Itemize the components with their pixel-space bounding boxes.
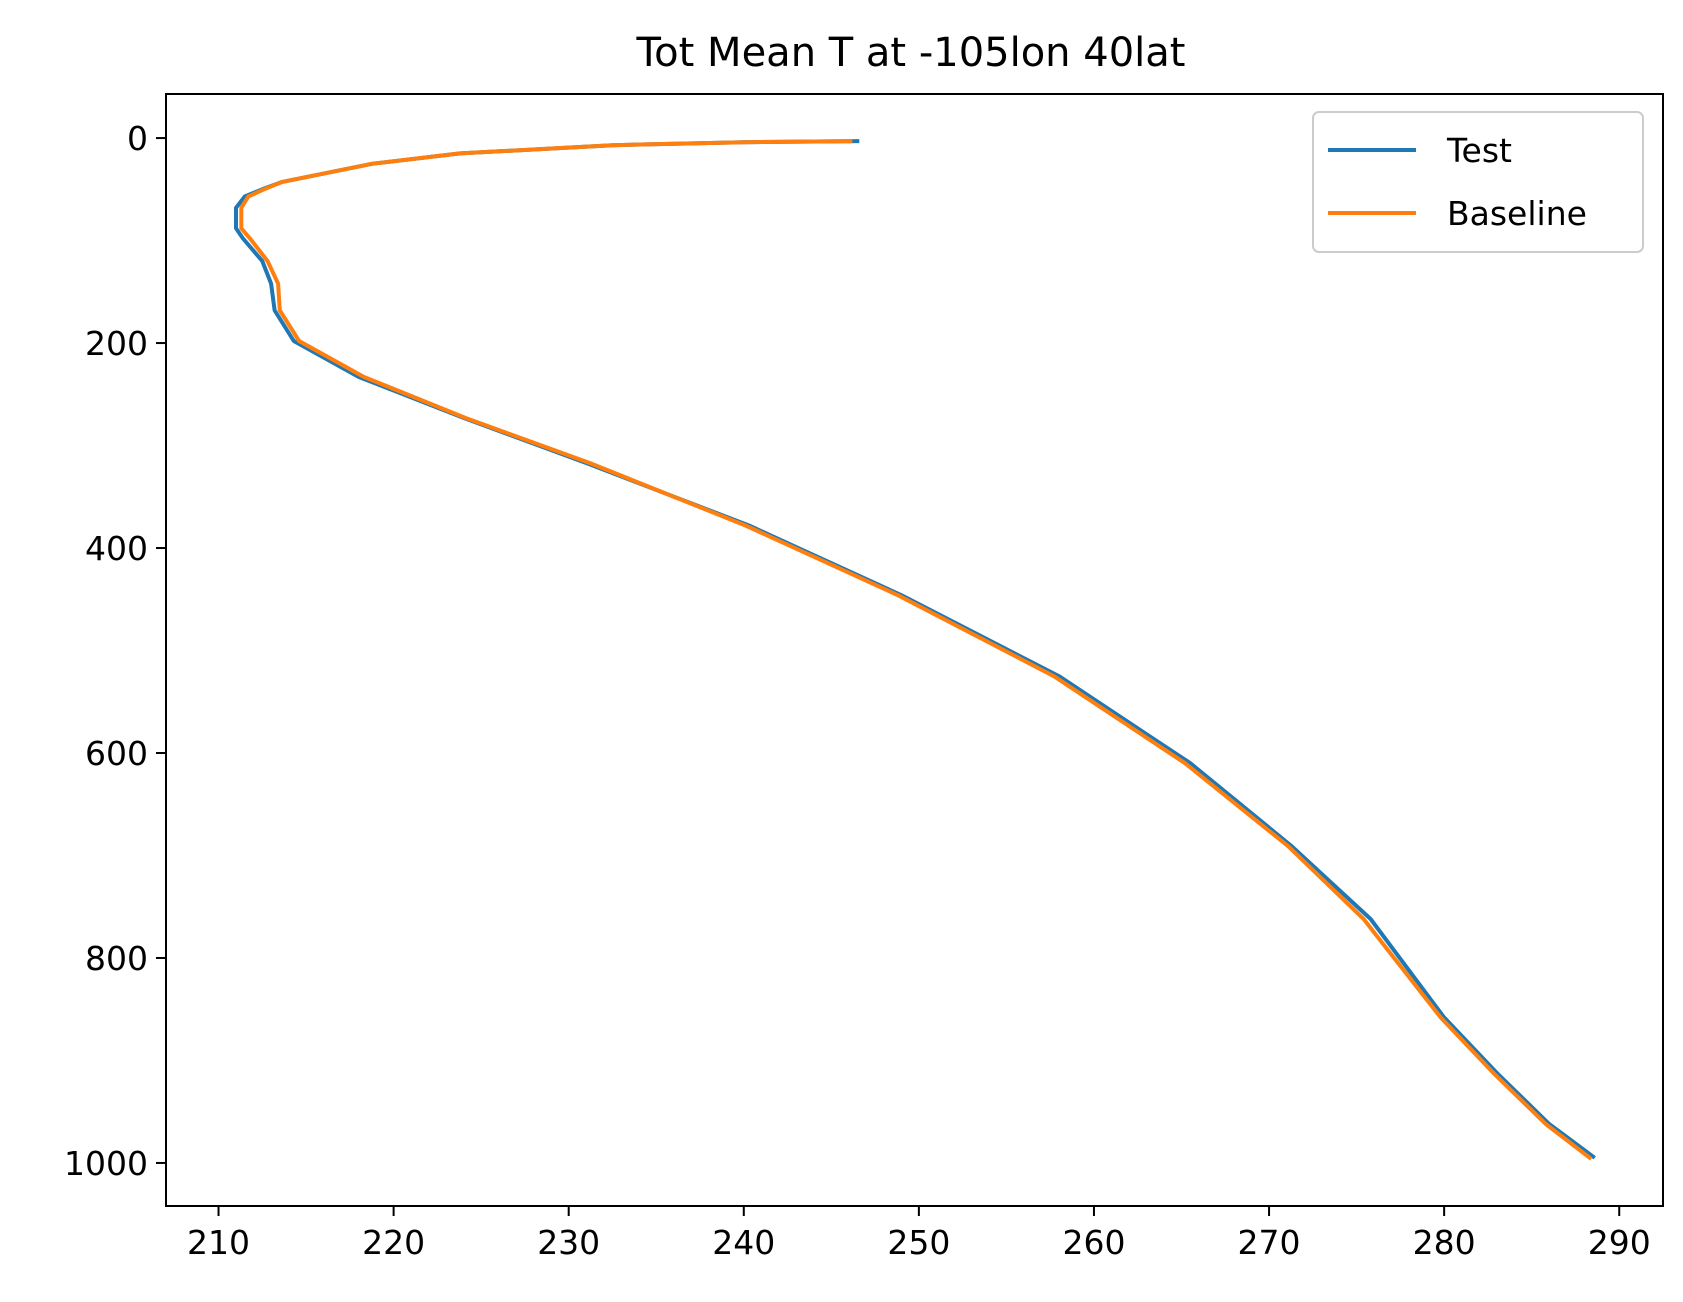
y-tick-label: 1000 <box>64 1144 148 1183</box>
x-tick-label: 240 <box>712 1223 775 1262</box>
x-tick-label: 210 <box>187 1223 250 1262</box>
x-tick-label: 230 <box>537 1223 600 1262</box>
y-tick-label: 600 <box>85 734 148 773</box>
x-tick-label: 260 <box>1062 1223 1125 1262</box>
x-tick-label: 290 <box>1588 1223 1651 1262</box>
legend: Test Baseline <box>1312 111 1644 253</box>
y-tick-label: 800 <box>85 939 148 978</box>
plot-frame <box>165 93 1664 1207</box>
x-tick-label: 250 <box>887 1223 950 1262</box>
legend-label-test: Test <box>1446 131 1512 170</box>
series-line-baseline <box>239 139 1593 1161</box>
chart-title: Tot Mean T at -105lon 40lat <box>636 30 1186 76</box>
x-tick-label: 280 <box>1413 1223 1476 1262</box>
y-axis: 0 200 400 600 800 1000 <box>64 119 166 1183</box>
y-tick-label: 0 <box>127 119 148 158</box>
y-tick-label: 200 <box>85 324 148 363</box>
x-axis: 210 220 230 240 250 260 270 280 290 <box>187 1206 1651 1262</box>
legend-box <box>1312 111 1644 253</box>
legend-label-baseline: Baseline <box>1447 194 1587 233</box>
series-layer <box>234 139 1596 1161</box>
y-tick-label: 400 <box>85 529 148 568</box>
x-tick-label: 270 <box>1238 1223 1301 1262</box>
x-tick-label: 220 <box>362 1223 425 1262</box>
